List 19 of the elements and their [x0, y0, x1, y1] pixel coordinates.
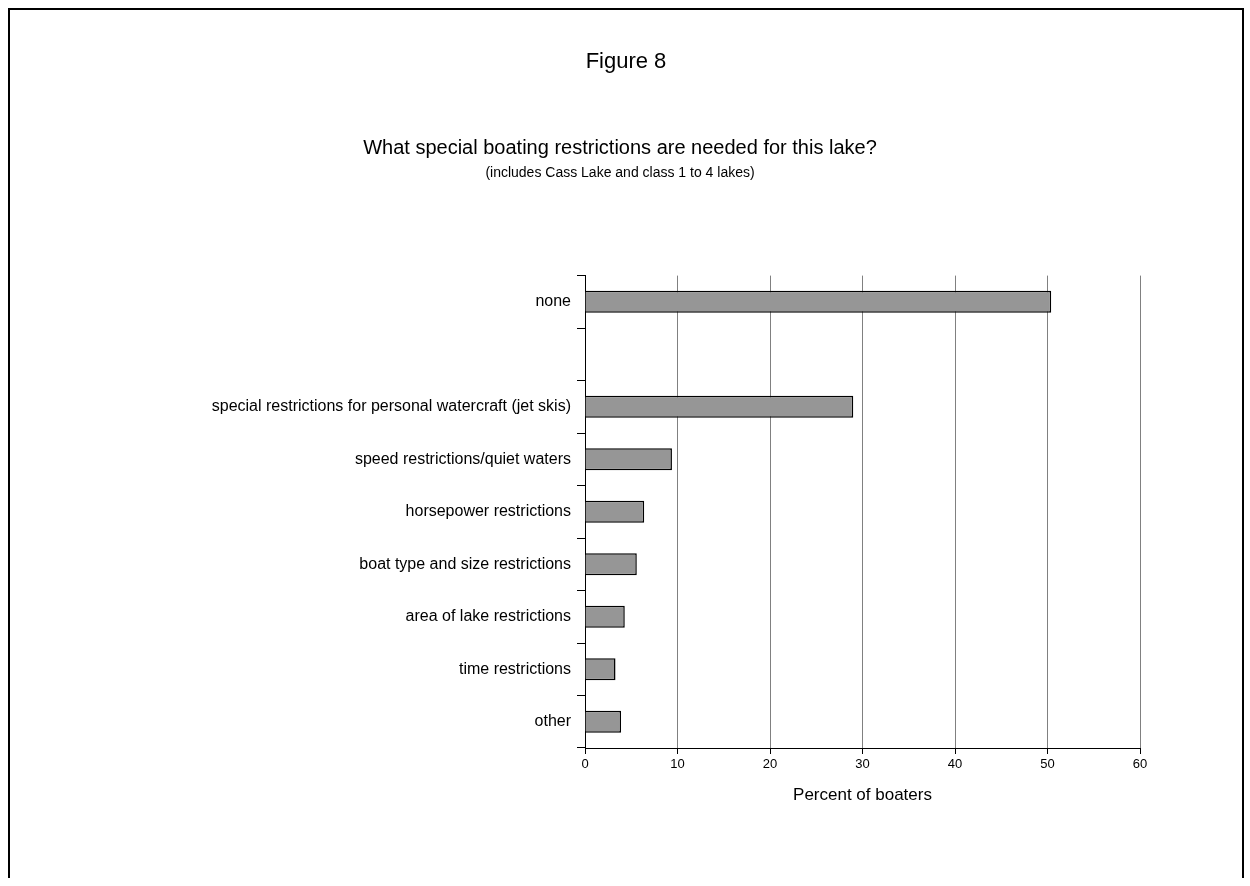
y-tick-label: boat type and size restrictions [359, 554, 571, 572]
caption: Figure 8 [584, 48, 668, 74]
x-tick-label: 10 [670, 756, 685, 772]
x-tick-label: 50 [1040, 756, 1055, 772]
x-tick-label: 40 [947, 756, 963, 772]
y-tick-label: other [534, 712, 572, 730]
x-tick-label: 60 [1132, 756, 1148, 772]
y-tick-label: special restrictions for personal watercraft (jet skis) [211, 397, 571, 415]
x-tick-label: 0 [581, 756, 589, 772]
x-tick-label: 30 [855, 756, 870, 772]
chart-subtitle: (includes Cass Lake and class 1 to 4 lakes) [484, 164, 756, 180]
y-tick-label: speed restrictions/quiet waters [354, 449, 571, 467]
y-tick-label: area of lake restrictions [405, 607, 571, 625]
chart-title: What special boating restrictions are needed for this lake? [362, 136, 878, 159]
y-tick-label: time restrictions [458, 659, 571, 677]
x-tick-label: 20 [762, 756, 778, 772]
y-tick-label: none [535, 292, 572, 310]
x-axis-title: Percent of boaters [793, 785, 932, 805]
y-tick-label: horsepower restrictions [405, 502, 571, 520]
